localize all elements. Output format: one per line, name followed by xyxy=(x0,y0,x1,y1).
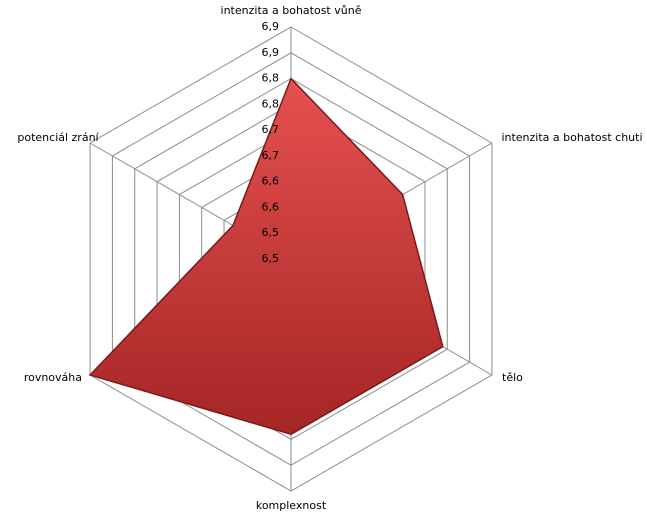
category-label: intenzita a bohatost chuti xyxy=(501,131,642,144)
tick-label: 6,7 xyxy=(262,149,280,162)
tick-label: 6,8 xyxy=(262,72,280,85)
tick-label: 6,7 xyxy=(262,123,280,136)
tick-label: 6,6 xyxy=(262,200,280,213)
category-label: komplexnost xyxy=(256,499,327,512)
series-area xyxy=(88,77,444,436)
tick-label: 6,9 xyxy=(262,46,280,59)
category-label: tělo xyxy=(502,371,523,384)
series-layer xyxy=(88,77,444,436)
tick-label: 6,9 xyxy=(262,20,280,33)
tick-label: 6,5 xyxy=(262,226,280,239)
tick-label: 6,6 xyxy=(262,175,280,188)
tick-label: 6,5 xyxy=(262,252,280,265)
category-label: rovnováha xyxy=(24,371,82,384)
category-label: potenciál zrání xyxy=(17,131,99,144)
tick-label: 6,8 xyxy=(262,97,280,110)
category-label: intenzita a bohatost vůně xyxy=(221,4,362,17)
label-layer: 6,5 6,5 6,6 6,6 6,7 6,7 6,8 6,8 6,9 6,9 intenzita … xyxy=(17,4,642,512)
